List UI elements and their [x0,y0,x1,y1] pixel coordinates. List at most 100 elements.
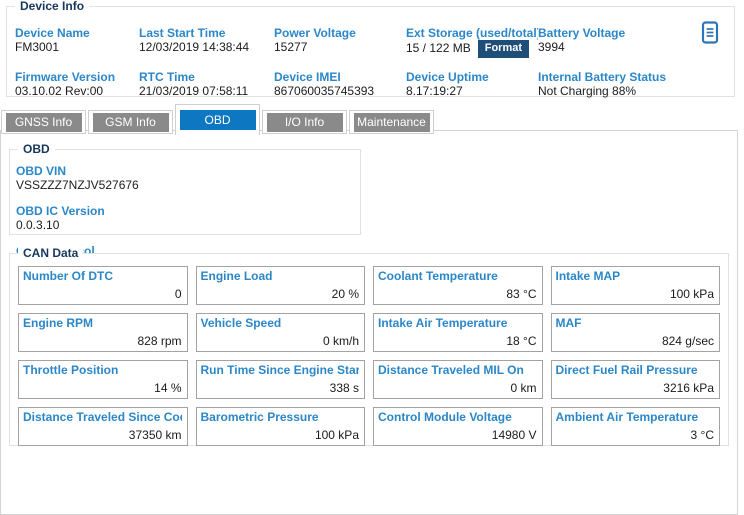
device-info-field: Battery Voltage 3994 [538,26,734,58]
field-value-text: 03.10.02 Rev:00 [15,84,104,98]
tile-value: 338 s [329,381,359,395]
field-label: Last Start Time [139,26,226,40]
field-value: 3994 [538,40,734,55]
field-label: Device IMEI [274,70,341,84]
can-data-group: CAN Data Number Of DTC 0 Engine Load 20 … [9,246,729,446]
can-data-title: CAN Data [18,246,84,260]
field-label: Firmware Version [15,70,116,84]
tab[interactable]: Maintenance [349,110,434,134]
can-tile: Direct Fuel Rail Pressure 3216 kPa [550,360,720,399]
can-tile: Barometric Pressure 100 kPa [195,407,365,446]
tile-label: Vehicle Speed [200,316,282,330]
obd-field: OBD IC Version 0.0.3.10 [16,204,360,233]
tile-label: Distance Traveled Since Codes Cleared [23,410,182,424]
tile-label: Ambient Air Temperature [555,410,699,424]
can-tile: Intake MAP 100 kPa [550,266,720,305]
field-value-text: 21/03/2019 07:58:11 [139,84,249,98]
device-info-fields: Device Name FM3001 Last Start Time 12/03… [7,7,734,99]
tab[interactable]: OBD [175,104,260,135]
can-tile: Throttle Position 14 % [18,360,188,399]
field-label: RTC Time [139,70,195,84]
field-value: 12/03/2019 14:38:44 [139,40,274,55]
field-value-text: FM3001 [15,40,60,54]
tile-value: 3216 kPa [663,381,714,395]
field-value: Not Charging 88% [538,84,734,99]
tile-value: 0 km [510,381,537,395]
can-tile: Control Module Voltage 14980 V [373,407,543,446]
can-data-tiles: Number Of DTC 0 Engine Load 20 % Coolant… [10,254,728,446]
tile-value: 824 g/sec [661,334,714,348]
obd-group: OBD OBD VIN VSSZZZ7NZJV527676 OBD IC Ver… [9,142,361,272]
tile-label: MAF [555,316,582,330]
device-info-field: Device Uptime 8.17:19:27 [406,70,538,99]
field-value-text: 3994 [538,40,565,54]
device-info-group: Device Info Device Name FM3001 Last Star… [6,0,735,99]
field-value: 867060035745393 [274,84,406,99]
field-value: 15 / 122 MB Format [406,40,538,58]
tile-value: 14 % [154,381,182,395]
tile-value: 20 % [331,287,359,301]
tile-value: 3 °C [690,428,714,442]
device-info-field: Device Name FM3001 [15,26,139,58]
tab-button[interactable]: I/O Info [266,112,343,132]
device-info-field: Last Start Time 12/03/2019 14:38:44 [139,26,274,58]
obd-field: OBD VIN VSSZZZ7NZJV527676 [16,164,207,193]
tab[interactable]: I/O Info [262,110,347,134]
tab-button[interactable]: GSM Info [92,112,169,132]
format-button[interactable]: Format [477,40,529,58]
obd-group-title: OBD [18,142,55,156]
tile-value: 828 rpm [137,334,182,348]
tile-value: 18 °C [506,334,537,348]
device-info-title: Device Info [15,0,90,13]
field-value-text: 12/03/2019 14:38:44 [139,40,250,54]
tile-value: 100 kPa [314,428,359,442]
field-value-text: 15277 [274,40,308,54]
tile-label: Intake MAP [555,269,621,283]
field-value: FM3001 [15,40,139,55]
tile-label: Intake Air Temperature [378,316,508,330]
field-value-text: 867060035745393 [274,84,375,98]
tab[interactable]: GSM Info [88,110,173,134]
tab-button[interactable]: OBD [179,110,256,130]
field-label: OBD IC Version [16,204,105,218]
tile-value: 37350 km [128,428,182,442]
tile-label: Number Of DTC [23,269,113,283]
tile-label: Coolant Temperature [378,269,498,283]
tab-button[interactable]: Maintenance [353,112,430,132]
tab-button[interactable]: GNSS Info [5,112,82,132]
can-tile: Vehicle Speed 0 km/h [195,313,365,352]
tile-label: Throttle Position [23,363,119,377]
device-info-field: Device IMEI 867060035745393 [274,70,406,99]
can-tile: Distance Traveled Since Codes Cleared 37… [18,407,188,446]
field-value-text: Not Charging 88% [538,84,637,98]
can-tile: Ambient Air Temperature 3 °C [550,407,720,446]
tile-value: 0 km/h [322,334,359,348]
tab-bar: GNSS Info GSM Info OBD I/O Info Maintena… [1,104,436,135]
field-value-text: 15 / 122 MB [406,41,471,55]
device-info-field: Firmware Version 03.10.02 Rev:00 [15,70,139,99]
can-tile: Engine Load 20 % [195,266,365,305]
field-value: 03.10.02 Rev:00 [15,84,139,99]
device-info-field: Power Voltage 15277 [274,26,406,58]
tile-value: 14980 V [491,428,537,442]
field-label: OBD VIN [16,164,67,178]
can-tile: Number Of DTC 0 [18,266,188,305]
tile-label: Distance Traveled MIL On [378,363,524,377]
tile-label: Direct Fuel Rail Pressure [555,363,698,377]
device-info-field: RTC Time 21/03/2019 07:58:11 [139,70,274,99]
tile-label: Engine RPM [23,316,94,330]
field-label: Ext Storage (used/total) [406,26,538,40]
field-value: VSSZZZ7NZJV527676 [16,178,139,192]
can-tile: Coolant Temperature 83 °C [373,266,543,305]
field-value: 8.17:19:27 [406,84,538,99]
tile-value: 100 kPa [669,287,714,301]
field-value: 0.0.3.10 [16,218,60,232]
can-tile: Intake Air Temperature 18 °C [373,313,543,352]
field-label: Battery Voltage [538,26,626,40]
field-label: Power Voltage [274,26,356,40]
document-icon[interactable] [700,21,720,48]
field-value: 21/03/2019 07:58:11 [139,84,274,99]
tab[interactable]: GNSS Info [1,110,86,134]
field-value-text: 8.17:19:27 [406,84,463,98]
tile-value: 0 [174,287,182,301]
